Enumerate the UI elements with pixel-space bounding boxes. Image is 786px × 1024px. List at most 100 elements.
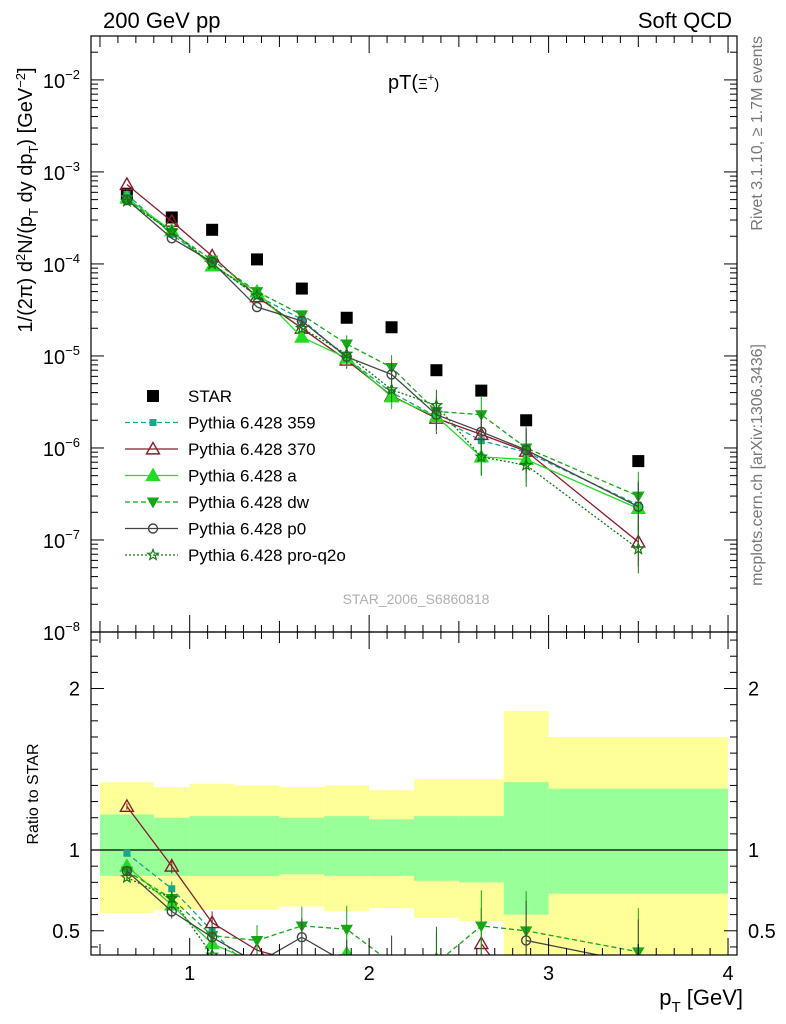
ratio-marker-p359-0 [123, 849, 131, 857]
main-plot-ylabel: 1/(2π) d2N/(pT dy dpT) [GeV−2] [13, 67, 41, 332]
ratio-marker-pp0-5 [342, 959, 351, 968]
marker-pdw-3 [250, 287, 264, 299]
marker-STAR-5 [340, 311, 353, 324]
ratio-marker-p370-3 [249, 942, 265, 955]
ratio-marker-p359-3 [254, 973, 260, 979]
watermark: STAR_2006_S6860818 [343, 591, 490, 607]
band-inner-5 [324, 816, 370, 876]
ratio-y-tick-label-left: 2 [69, 679, 80, 701]
marker-STAR-7 [430, 364, 443, 377]
ratio-marker-pp0-10 [634, 959, 643, 968]
marker-pdw-5 [340, 339, 353, 351]
ratio-line-pp0-1 [526, 939, 602, 955]
ratio-y-tick-label-left: 1 [69, 840, 80, 862]
ratio-marker-pdw-8 [475, 921, 488, 933]
main-plot-frame [90, 35, 738, 633]
band-inner-3 [234, 816, 280, 876]
marker-STAR-6 [385, 321, 398, 334]
legend-marker-p370 [145, 441, 161, 455]
ratio-line-pa-0 [126, 865, 347, 955]
marker-ppro-8 [474, 449, 489, 463]
rivet-label: Rivet 3.1.10, ≥ 1.7M events [749, 36, 766, 231]
legend-label-pdw: Pythia 6.428 dw [188, 493, 310, 512]
header-left: 200 GeV pp [103, 8, 220, 33]
x-tick-label: 1 [184, 963, 195, 985]
main-plot-axes: 10−8 10−7 10−6 10−5 10−4 10−3 10−2 [43, 35, 737, 645]
band-inner-6 [369, 819, 414, 876]
y-tick-label: 10−4 [43, 251, 80, 277]
x-tick-label: 4 [722, 963, 733, 985]
marker-STAR-4 [295, 282, 308, 295]
band-inner-2 [189, 816, 235, 876]
ratio-marker-p370-1 [164, 858, 180, 872]
ratio-y-tick-label-right: 1 [748, 840, 759, 862]
marker-STAR-10 [632, 455, 645, 468]
ratio-marker-pdw-3 [250, 936, 264, 947]
ratio-marker-p370-0 [119, 798, 135, 812]
marker-pdw-4 [295, 310, 309, 322]
legend-marker-pp0 [147, 523, 159, 534]
mcplots-label: mcplots.cern.ch [arXiv:1306.3436] [749, 344, 766, 586]
y-tick-label: 10−7 [43, 527, 80, 553]
ratio-marker-ppro-2 [205, 947, 220, 955]
ratio-marker-ppro-7 [434, 950, 438, 955]
ratio-marker-p370-9 [520, 997, 533, 1008]
ratio-marker-pp0-2 [206, 932, 218, 943]
series-line-pa [126, 197, 639, 510]
legend-label-ppro: Pythia 6.428 pro-q2o [188, 546, 346, 565]
marker-pa-4 [294, 329, 310, 343]
legend-marker-pa [145, 467, 161, 482]
main-plot-title: pT(Ξ+) [388, 72, 439, 94]
ratio-marker-pa-3 [250, 957, 263, 968]
marker-pp0-8 [476, 426, 487, 437]
band-inner-10 [548, 788, 729, 894]
ratio-plot: 0.5 0.5 1 1 2 2 1 2 3 4 Ratio to STAR pT [GeV] [25, 631, 776, 1016]
ratio-marker-ppro-1 [164, 891, 179, 905]
marker-pp0-3 [251, 301, 263, 313]
marker-ppro-4 [294, 321, 309, 335]
legend-label-STAR: STAR [188, 387, 232, 406]
marker-ppro-7 [429, 398, 444, 412]
main-plot-marks [119, 176, 647, 574]
ratio-marker-pp0-9 [520, 935, 532, 946]
ratio-marker-ppro-0 [120, 870, 134, 884]
marker-STAR-8 [475, 384, 488, 397]
legend: STAR Pythia 6.428 359 Pythia 6.428 370 Pyth… [125, 387, 346, 565]
marker-STAR-9 [520, 414, 533, 427]
band-inner-7 [414, 816, 459, 881]
ratio-marker-pp0-4 [296, 932, 308, 943]
marker-ppro-9 [519, 457, 534, 472]
marker-ppro-5 [339, 346, 354, 360]
band-inner-4 [279, 817, 325, 875]
y-tick-label: 10−5 [43, 343, 80, 369]
legend-label-pp0: Pythia 6.428 p0 [188, 520, 306, 539]
series-line-ppro [126, 200, 639, 550]
legend-label-pa: Pythia 6.428 a [188, 467, 297, 486]
x-tick-label: 3 [543, 963, 554, 985]
ratio-y-tick-label-right: 2 [748, 679, 759, 701]
legend-marker-ppro [146, 547, 160, 561]
marker-ppro-0 [120, 194, 134, 208]
ratio-plot-marks [91, 711, 737, 1008]
band-inner-8 [458, 816, 504, 883]
ratio-line-ppro-0 [126, 876, 216, 955]
y-tick-label: 10−6 [43, 435, 80, 461]
series-line-pdw [126, 199, 639, 497]
x-axis-label: pT [GeV] [659, 985, 743, 1016]
ratio-marker-p359-1 [168, 885, 176, 893]
ratio-y-tick-label-left: 0.5 [52, 921, 80, 943]
legend-marker-p359 [149, 419, 157, 426]
marker-ppro-10 [631, 541, 646, 555]
series-line-pp0 [126, 199, 639, 508]
ratio-marker-pp0-3 [252, 959, 261, 968]
ratio-marker-pp0-6 [387, 959, 396, 968]
ratio-marker-pdw-5 [340, 924, 353, 936]
ratio-line-p370-1 [480, 943, 491, 955]
marker-ppro-6 [384, 382, 399, 396]
marker-ppro-2 [205, 256, 220, 270]
ratio-plot-frame [90, 631, 738, 956]
legend-marker-pdw [146, 497, 160, 509]
y-tick-label: 10−3 [43, 159, 80, 185]
ratio-marker-pp0-1 [166, 906, 177, 917]
